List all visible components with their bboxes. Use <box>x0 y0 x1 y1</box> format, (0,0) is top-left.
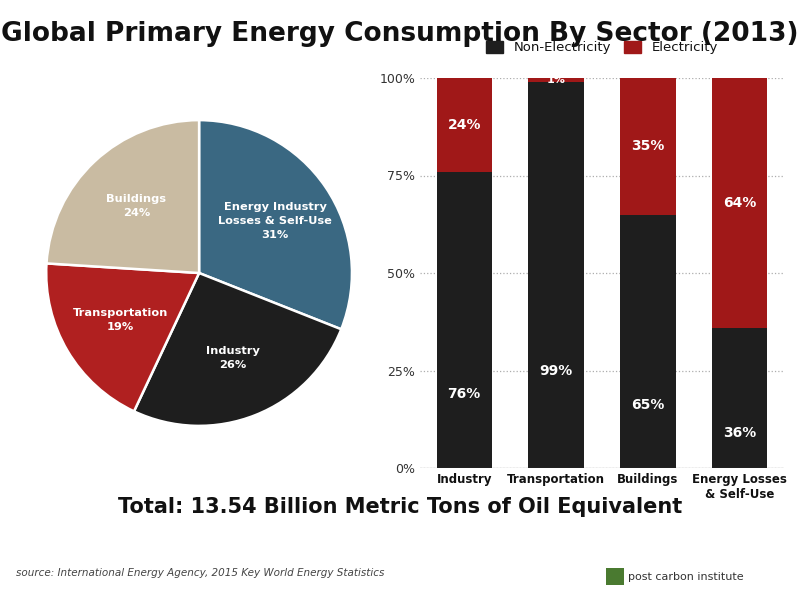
Text: Global Primary Energy Consumption By Sector (2013): Global Primary Energy Consumption By Sec… <box>2 21 798 47</box>
Text: Transportation
19%: Transportation 19% <box>73 308 168 332</box>
Text: post carbon institute: post carbon institute <box>628 572 744 582</box>
Text: 65%: 65% <box>631 398 665 412</box>
Text: 35%: 35% <box>631 139 665 153</box>
Text: Industry
26%: Industry 26% <box>206 346 260 370</box>
Wedge shape <box>46 120 199 273</box>
Bar <box>620 214 675 468</box>
Text: Buildings
24%: Buildings 24% <box>106 194 166 218</box>
Bar <box>529 78 584 82</box>
Bar <box>712 78 767 328</box>
Bar <box>437 172 492 468</box>
Wedge shape <box>134 273 342 426</box>
Text: source: International Energy Agency, 2015 Key World Energy Statistics: source: International Energy Agency, 201… <box>16 568 384 578</box>
Bar <box>437 78 492 172</box>
Text: 24%: 24% <box>447 118 481 132</box>
Text: 64%: 64% <box>723 196 757 210</box>
Bar <box>529 82 584 468</box>
Text: 36%: 36% <box>723 426 757 440</box>
Text: Total: 13.54 Billion Metric Tons of Oil Equivalent: Total: 13.54 Billion Metric Tons of Oil … <box>118 497 682 517</box>
Wedge shape <box>199 120 352 329</box>
Text: Energy Industry
Losses & Self-Use
31%: Energy Industry Losses & Self-Use 31% <box>218 202 332 241</box>
Text: 99%: 99% <box>539 364 573 379</box>
Legend: Non-Electricity, Electricity: Non-Electricity, Electricity <box>481 35 723 60</box>
Text: 76%: 76% <box>447 387 481 401</box>
Bar <box>620 78 675 214</box>
Bar <box>712 328 767 468</box>
Wedge shape <box>46 263 199 412</box>
Text: 1%: 1% <box>546 75 566 85</box>
